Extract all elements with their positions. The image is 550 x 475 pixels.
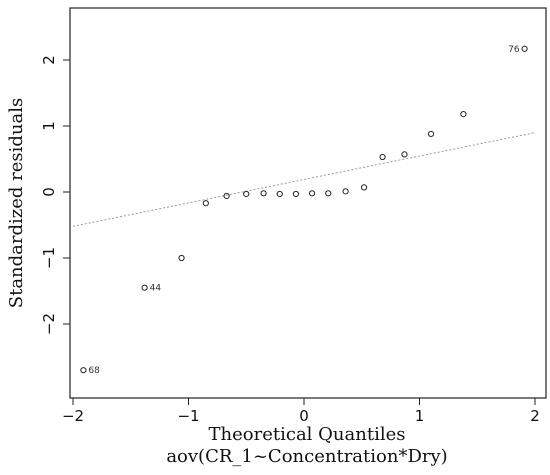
y-tick-label: −2 (40, 313, 58, 335)
data-point (325, 190, 332, 197)
point-label: 44 (150, 284, 162, 294)
data-point (141, 284, 148, 291)
y-axis-title: Standardized residuals (6, 98, 27, 309)
data-point (202, 200, 209, 207)
data-point (223, 192, 230, 200)
data-point (308, 190, 316, 197)
data-point (276, 190, 283, 198)
data-point (292, 190, 300, 198)
x-tick-label: −1 (177, 407, 199, 425)
x-tick-label: −2 (62, 407, 84, 425)
point-label: 76 (508, 45, 520, 55)
y-tick-label: 0 (40, 187, 58, 197)
point-label: 68 (88, 366, 100, 376)
x-tick-label: 0 (299, 407, 309, 425)
data-point (427, 130, 435, 138)
data-point (360, 184, 368, 191)
y-tick-label: 2 (40, 55, 58, 65)
data-point (401, 151, 408, 158)
data-point (521, 45, 528, 52)
plot-frame (69, 7, 547, 399)
data-point (178, 254, 185, 262)
data-point (260, 190, 267, 197)
x-axis-subtitle: aov(CR_1~Concentration*Dry) (166, 446, 447, 467)
data-point (80, 367, 87, 374)
data-point (342, 188, 349, 195)
data-point (379, 153, 386, 161)
data-point (243, 190, 250, 198)
y-tick-label: 1 (40, 121, 58, 131)
x-axis-title: Theoretical Quantiles (209, 424, 406, 445)
qq-reference-line (72, 132, 536, 227)
x-tick-label: 1 (415, 407, 425, 425)
x-tick-label: 2 (530, 407, 540, 425)
y-tick-label: −1 (40, 247, 58, 269)
data-point (460, 111, 467, 118)
